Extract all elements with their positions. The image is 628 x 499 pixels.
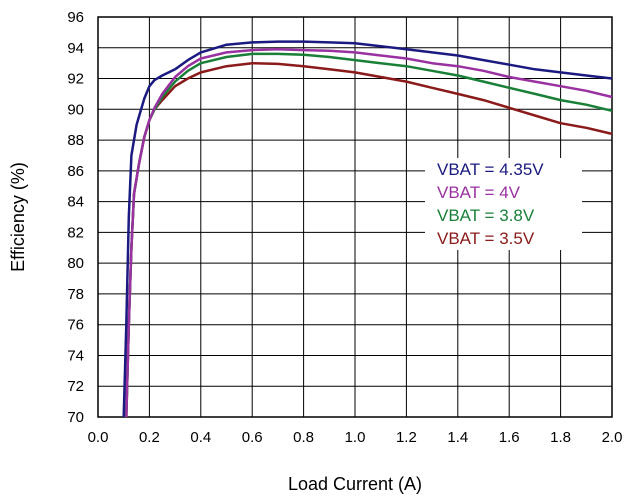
x-tick-label: 1.2 [396, 429, 417, 446]
legend-box [425, 158, 582, 250]
y-tick-label: 76 [67, 317, 84, 334]
legend-entry-4: VBAT = 3.5V [437, 229, 535, 248]
plot-frame [97, 16, 613, 418]
y-tick-label: 84 [67, 194, 84, 211]
y-tick-label: 90 [67, 101, 84, 118]
y-tick-label: 72 [67, 378, 84, 395]
series-layer [122, 40, 613, 418]
x-tick-label: 2.0 [602, 429, 623, 446]
y-tick-label: 74 [67, 347, 84, 364]
series-line-2 [125, 48, 613, 418]
x-tick-label: 1.4 [447, 429, 468, 446]
legend: VBAT = 4.35V VBAT = 4V VBAT = 3.8V VBAT = 3… [437, 160, 544, 248]
x-tick-label: 0.2 [139, 429, 160, 446]
y-tick-label: 92 [67, 71, 84, 88]
x-tick-labels: 0.0 0.2 0.4 0.6 0.8 1.0 1.2 1.4 1.6 1.8 2.0 [88, 429, 623, 446]
y-tick-label: 96 [67, 9, 84, 26]
x-tick-label: 1.6 [499, 429, 520, 446]
y-tick-label: 94 [67, 40, 84, 57]
x-tick-label: 0.0 [88, 429, 109, 446]
y-tick-label: 88 [67, 132, 84, 149]
x-axis-label: Load Current (A) [288, 474, 422, 494]
x-tick-label: 0.8 [293, 429, 314, 446]
y-tick-label: 86 [67, 163, 84, 180]
x-tick-label: 0.6 [242, 429, 263, 446]
x-tick-label: 1.8 [550, 429, 571, 446]
y-axis-label: Efficiency (%) [8, 162, 28, 272]
y-tick-label: 78 [67, 286, 84, 303]
y-tick-label: 80 [67, 255, 84, 272]
legend-entry-2: VBAT = 4V [437, 183, 521, 202]
x-tick-label: 0.4 [190, 429, 211, 446]
legend-entry-1: VBAT = 4.35V [437, 160, 544, 179]
series-line-1 [122, 40, 613, 418]
legend-entry-3: VBAT = 3.8V [437, 206, 535, 225]
x-tick-label: 1.0 [345, 429, 366, 446]
y-tick-labels: 70 72 74 76 78 80 82 84 86 88 90 92 94 96 [67, 9, 84, 426]
y-tick-label: 82 [67, 224, 84, 241]
y-tick-label: 70 [67, 409, 84, 426]
